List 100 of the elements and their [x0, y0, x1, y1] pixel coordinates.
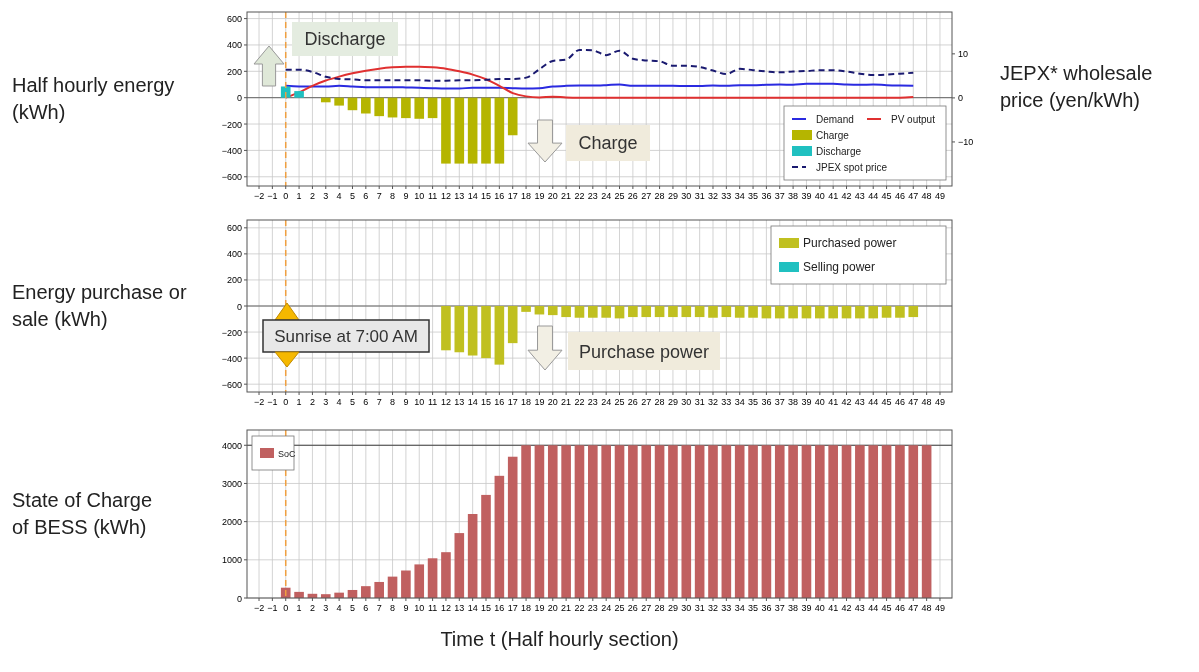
x-tick-label: 0: [283, 191, 289, 201]
x-tick-label: 34: [734, 191, 745, 201]
legend-label: SoC: [278, 449, 297, 459]
x-tick-label: 11: [427, 191, 438, 201]
x-tick-label: 24: [601, 603, 612, 613]
legend-label: Selling power: [803, 260, 876, 274]
x-tick-label: 28: [654, 603, 665, 613]
x-tick-label: 43: [854, 603, 865, 613]
x-tick-label: 24: [601, 397, 612, 407]
x-tick-label: 39: [801, 397, 812, 407]
x-tick-label: 9: [403, 397, 409, 407]
x-tick-label: 46: [894, 397, 905, 407]
x-tick-label: 11: [427, 603, 438, 613]
x-tick-label: 2: [309, 603, 315, 613]
x-tick-label: 45: [881, 191, 892, 201]
x-tick-label: 36: [761, 191, 772, 201]
x-tick-label: −1: [267, 397, 278, 407]
y-tick-label: 0: [236, 301, 242, 312]
y-tick-label: 4000: [221, 440, 242, 451]
x-tick-label: 15: [481, 191, 492, 201]
y-tick-label: −600: [221, 379, 242, 390]
x-tick-label: 48: [921, 191, 932, 201]
x-tick-label: 25: [614, 603, 625, 613]
x-tick-label: 31: [694, 603, 705, 613]
x-tick-label: 13: [454, 397, 465, 407]
x-tick-label: 6: [363, 603, 369, 613]
x-tick-label: 39: [801, 603, 812, 613]
y-axis-title: State of Charge of BESS (kWh): [12, 489, 153, 538]
x-tick-label: 19: [534, 603, 545, 613]
x-tick-label: 32: [707, 603, 718, 613]
x-tick-label: 21: [561, 191, 572, 201]
annotation: Sunrise at 7:00 AM: [274, 327, 418, 346]
x-tick-label: 18: [521, 603, 532, 613]
y-tick-label: 3000: [221, 478, 242, 489]
x-tick-label: 23: [587, 603, 598, 613]
x-tick-label: 32: [707, 397, 718, 407]
x-tick-label: 45: [881, 603, 892, 613]
x-tick-label: −1: [267, 191, 278, 201]
x-tick-label: 12: [440, 191, 451, 201]
x-tick-label: 35: [748, 603, 759, 613]
x-tick-label: 6: [363, 397, 369, 407]
x-tick-label: 16: [494, 397, 505, 407]
x-tick-label: 37: [774, 603, 785, 613]
annotation: Discharge: [304, 29, 386, 49]
x-tick-label: 18: [521, 397, 532, 407]
x-tick-label: 26: [627, 397, 638, 407]
x-tick-label: 25: [614, 397, 625, 407]
y-tick-label: 0: [236, 93, 242, 104]
x-tick-label: 34: [734, 397, 745, 407]
y2-axis-title: JEPX* wholesale price (yen/kWh): [1000, 62, 1153, 111]
x-tick-label: 48: [921, 603, 932, 613]
x-tick-label: 33: [721, 191, 732, 201]
legend-label: Purchased power: [803, 236, 897, 250]
x-tick-label: 49: [934, 191, 945, 201]
x-tick-label: 17: [507, 191, 518, 201]
x-tick-label: 8: [390, 603, 396, 613]
x-tick-label: 16: [494, 603, 505, 613]
x-tick-label: 29: [667, 397, 678, 407]
x-tick-label: 7: [376, 397, 382, 407]
x-tick-label: 30: [681, 191, 692, 201]
x-tick-label: 48: [921, 397, 932, 407]
x-tick-label: 13: [454, 603, 465, 613]
x-tick-label: −1: [267, 603, 278, 613]
x-tick-label: 42: [841, 191, 852, 201]
x-tick-label: 42: [841, 603, 852, 613]
x-tick-label: 28: [654, 397, 665, 407]
x-tick-label: 1: [296, 603, 302, 613]
y-tick-label: 0: [236, 593, 242, 604]
x-tick-label: 12: [440, 397, 451, 407]
legend-label: JPEX spot price: [816, 162, 888, 173]
x-tick-label: 37: [774, 397, 785, 407]
x-tick-label: 5: [349, 603, 355, 613]
x-tick-label: 26: [627, 191, 638, 201]
x-tick-label: 44: [868, 603, 879, 613]
x-tick-label: −2: [253, 603, 265, 613]
x-tick-label: 19: [534, 191, 545, 201]
x-tick-label: 35: [748, 397, 759, 407]
x-tick-label: 21: [561, 603, 572, 613]
x-tick-label: 30: [681, 397, 692, 407]
x-tick-label: 10: [414, 397, 425, 407]
x-tick-label: 3: [323, 603, 329, 613]
x-tick-label: 22: [574, 191, 585, 201]
x-tick-label: 49: [934, 397, 945, 407]
x-tick-label: 40: [814, 603, 825, 613]
x-tick-label: 10: [414, 191, 425, 201]
x-tick-label: 9: [403, 603, 409, 613]
x-tick-label: 43: [854, 397, 865, 407]
y-tick-label: −400: [221, 145, 242, 156]
annotation: Charge: [578, 133, 638, 153]
x-tick-label: 1: [296, 397, 302, 407]
x-tick-label: 47: [908, 191, 919, 201]
x-tick-label: 44: [868, 397, 879, 407]
x-tick-label: 20: [547, 191, 558, 201]
x-tick-label: 2: [309, 191, 315, 201]
x-tick-label: 37: [774, 191, 785, 201]
x-tick-label: 22: [574, 397, 585, 407]
x-tick-label: 9: [403, 191, 409, 201]
legend-label: PV output: [891, 114, 936, 125]
x-tick-label: 17: [507, 397, 518, 407]
x-tick-label: 41: [828, 397, 839, 407]
